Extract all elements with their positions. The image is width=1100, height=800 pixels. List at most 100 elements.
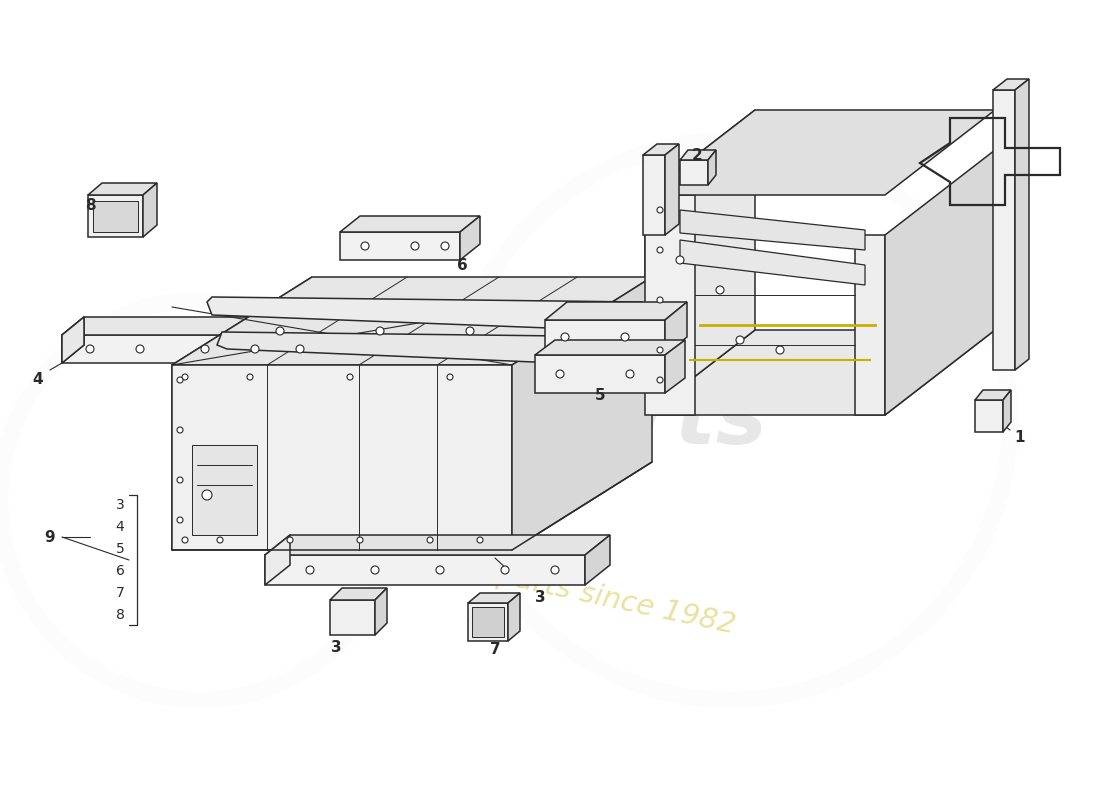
Polygon shape xyxy=(645,110,996,195)
Circle shape xyxy=(306,566,313,574)
Text: 7: 7 xyxy=(490,642,500,658)
Text: 3: 3 xyxy=(116,498,124,512)
Polygon shape xyxy=(680,160,708,185)
Polygon shape xyxy=(993,79,1028,90)
Polygon shape xyxy=(993,90,1015,370)
Text: 8: 8 xyxy=(116,608,124,622)
Circle shape xyxy=(177,377,183,383)
Polygon shape xyxy=(544,320,666,355)
Polygon shape xyxy=(535,340,685,355)
Polygon shape xyxy=(172,365,512,550)
Circle shape xyxy=(86,345,94,353)
Circle shape xyxy=(657,247,663,253)
Polygon shape xyxy=(62,317,84,363)
Polygon shape xyxy=(468,603,508,641)
Polygon shape xyxy=(645,110,755,415)
Circle shape xyxy=(276,327,284,335)
Circle shape xyxy=(136,345,144,353)
Polygon shape xyxy=(644,155,666,235)
Polygon shape xyxy=(340,232,460,260)
Circle shape xyxy=(716,286,724,294)
Text: 7: 7 xyxy=(116,586,124,600)
Polygon shape xyxy=(340,216,480,232)
Text: 3: 3 xyxy=(331,639,341,654)
Circle shape xyxy=(657,347,663,353)
Circle shape xyxy=(358,537,363,543)
Polygon shape xyxy=(544,302,688,320)
Polygon shape xyxy=(265,535,610,555)
Polygon shape xyxy=(644,144,679,155)
Polygon shape xyxy=(468,593,520,603)
Circle shape xyxy=(657,207,663,213)
Polygon shape xyxy=(680,240,865,285)
Circle shape xyxy=(202,490,212,500)
Polygon shape xyxy=(62,335,327,363)
Polygon shape xyxy=(975,390,1011,400)
Circle shape xyxy=(177,517,183,523)
Polygon shape xyxy=(472,607,504,637)
Circle shape xyxy=(447,374,453,380)
Polygon shape xyxy=(94,201,138,232)
Polygon shape xyxy=(207,297,652,332)
Circle shape xyxy=(477,537,483,543)
Polygon shape xyxy=(535,355,666,393)
Text: europarts: europarts xyxy=(292,378,768,462)
Text: 2: 2 xyxy=(692,147,703,162)
Polygon shape xyxy=(172,277,312,550)
Circle shape xyxy=(736,336,744,344)
Polygon shape xyxy=(886,150,996,415)
Circle shape xyxy=(657,297,663,303)
Polygon shape xyxy=(508,593,520,641)
Circle shape xyxy=(556,370,564,378)
Circle shape xyxy=(251,345,258,353)
Circle shape xyxy=(561,333,569,341)
Text: 6: 6 xyxy=(456,258,468,273)
Circle shape xyxy=(177,477,183,483)
Text: 5: 5 xyxy=(595,387,605,402)
Text: 4: 4 xyxy=(33,373,43,387)
Polygon shape xyxy=(265,535,290,585)
Polygon shape xyxy=(88,183,157,195)
Circle shape xyxy=(182,537,188,543)
Polygon shape xyxy=(585,535,611,585)
Polygon shape xyxy=(375,588,387,635)
Polygon shape xyxy=(330,600,375,635)
Polygon shape xyxy=(666,340,685,393)
Polygon shape xyxy=(217,332,652,367)
Polygon shape xyxy=(666,302,688,355)
Circle shape xyxy=(676,256,684,264)
Polygon shape xyxy=(708,150,716,185)
Circle shape xyxy=(776,346,784,354)
Circle shape xyxy=(371,566,380,574)
Polygon shape xyxy=(460,216,480,260)
Polygon shape xyxy=(1003,390,1011,432)
Text: 4: 4 xyxy=(116,520,124,534)
Polygon shape xyxy=(330,588,387,600)
Polygon shape xyxy=(666,144,679,235)
Circle shape xyxy=(361,242,368,250)
Circle shape xyxy=(427,537,433,543)
Polygon shape xyxy=(62,317,84,363)
Circle shape xyxy=(626,370,634,378)
Circle shape xyxy=(500,566,509,574)
Circle shape xyxy=(657,377,663,383)
Polygon shape xyxy=(172,277,652,365)
Circle shape xyxy=(436,566,444,574)
Polygon shape xyxy=(143,183,157,237)
Circle shape xyxy=(621,333,629,341)
Circle shape xyxy=(296,345,304,353)
Circle shape xyxy=(182,374,188,380)
Circle shape xyxy=(177,427,183,433)
Polygon shape xyxy=(680,210,865,250)
Polygon shape xyxy=(1015,79,1028,370)
Polygon shape xyxy=(645,195,695,415)
Circle shape xyxy=(441,242,449,250)
Circle shape xyxy=(376,327,384,335)
Polygon shape xyxy=(327,317,349,363)
Circle shape xyxy=(551,566,559,574)
Text: a passion for parts since 1982: a passion for parts since 1982 xyxy=(302,521,738,639)
Circle shape xyxy=(201,345,209,353)
Text: 3: 3 xyxy=(535,590,546,606)
Text: 5: 5 xyxy=(116,542,124,556)
Polygon shape xyxy=(645,330,996,415)
